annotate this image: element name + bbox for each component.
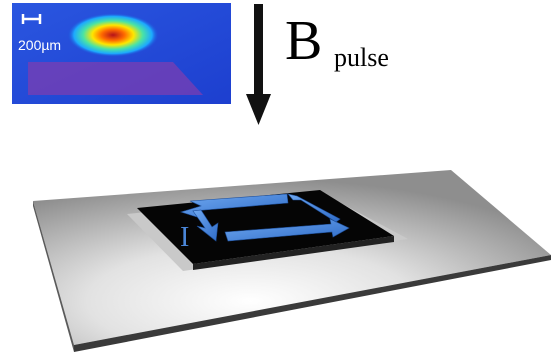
current-arrow-bottom <box>224 218 350 242</box>
field-subscript: pulse <box>334 43 389 72</box>
substrate-edge <box>74 255 551 352</box>
sample-overlay <box>28 62 203 95</box>
current-label: I <box>180 222 189 253</box>
chip-edge <box>193 236 394 270</box>
magnetic-field-image-inset: 200µm <box>12 3 231 104</box>
field-pulse-arrow <box>246 4 271 125</box>
current-arrow-left <box>192 209 219 242</box>
field-symbol: B <box>285 10 322 72</box>
substrate-side <box>33 201 74 352</box>
field-label: B pulse <box>285 10 389 72</box>
current-arrow-right <box>287 193 341 223</box>
scale-bar-label: 200µm <box>18 37 61 53</box>
scale-bar <box>21 14 42 24</box>
field-hotspot <box>67 13 159 57</box>
current-loop: I <box>179 193 350 253</box>
current-arrow-top <box>179 193 289 219</box>
